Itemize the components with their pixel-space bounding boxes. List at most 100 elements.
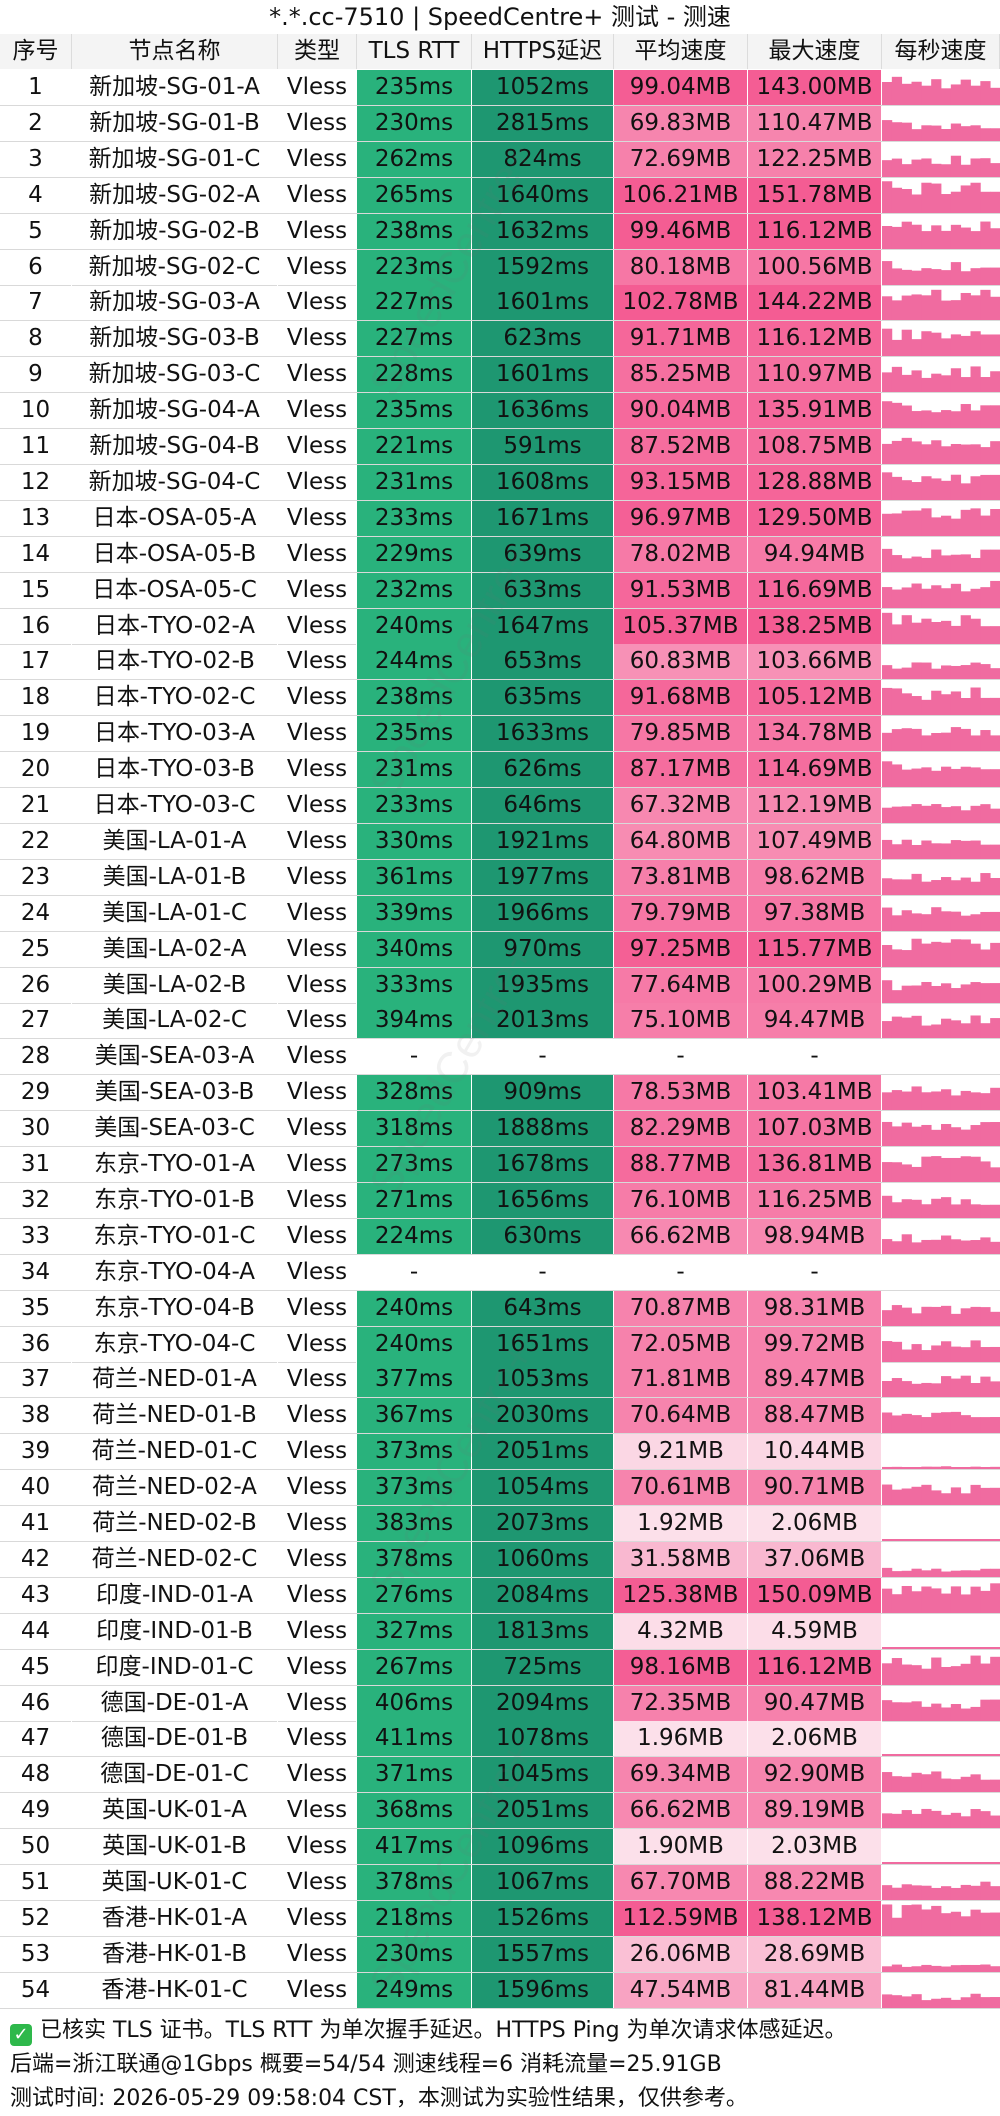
header-tls-rtt[interactable]: TLS RTT <box>357 34 472 69</box>
table-row[interactable]: 41 荷兰-NED-02-B Vless 383ms 2073ms 1.92MB 2.06M… <box>0 1506 1000 1542</box>
sparkline-bar <box>891 554 903 572</box>
sparkline-bar <box>931 183 942 213</box>
table-row[interactable]: 1 新加坡-SG-01-A Vless 235ms 1052ms 99.04MB 143.0… <box>0 70 1000 106</box>
table-row[interactable]: 20 日本-TYO-03-B Vless 231ms 626ms 87.17MB 114.6… <box>0 752 1000 789</box>
table-row[interactable]: 12 新加坡-SG-04-C Vless 231ms 1608ms 93.15MB 128.… <box>0 464 1000 501</box>
sparkline-bar <box>950 191 962 213</box>
sparkline-bar <box>970 476 981 500</box>
row-divider <box>0 1684 1000 1686</box>
header-type[interactable]: 类型 <box>278 34 357 69</box>
table-row[interactable]: 3 新加坡-SG-01-C Vless 262ms 824ms 72.69MB 122.25… <box>0 141 1000 178</box>
row-max-speed: 150.09MB <box>748 1577 882 1613</box>
table-row[interactable]: 10 新加坡-SG-04-A Vless 235ms 1636ms 90.04MB 135.… <box>0 393 1000 430</box>
sparkline-bar <box>990 942 1000 967</box>
header-node-name[interactable]: 节点名称 <box>72 34 278 69</box>
row-max-speed: 135.91MB <box>748 393 882 429</box>
table-row[interactable]: 36 东京-TYO-04-C Vless 240ms 1651ms 72.05MB 99.7… <box>0 1326 1000 1363</box>
table-row[interactable]: 47 德国-DE-01-B Vless 411ms 1078ms 1.96MB 2.06MB <box>0 1721 1000 1758</box>
row-tls-rtt: 330ms <box>357 823 472 859</box>
sparkline-bar <box>950 806 962 823</box>
table-row[interactable]: 45 印度-IND-01-C Vless 267ms 725ms 98.16MB 116.1… <box>0 1649 1000 1686</box>
table-row[interactable]: 38 荷兰-NED-01-B Vless 367ms 2030ms 70.64MB 88.4… <box>0 1398 1000 1435</box>
table-row[interactable]: 7 新加坡-SG-03-A Vless 227ms 1601ms 102.78MB 144.… <box>0 285 1000 322</box>
table-row[interactable]: 26 美国-LA-02-B Vless 333ms 1935ms 77.64MB 100.2… <box>0 967 1000 1004</box>
table-row[interactable]: 35 东京-TYO-04-B Vless 240ms 643ms 70.87MB 98.31… <box>0 1290 1000 1327</box>
table-row[interactable]: 17 日本-TYO-02-B Vless 244ms 653ms 60.83MB 103.6… <box>0 644 1000 681</box>
table-row[interactable]: 50 英国-UK-01-B Vless 417ms 1096ms 1.90MB 2.03MB <box>0 1829 1000 1866</box>
sparkline-bar <box>882 878 893 895</box>
table-row[interactable]: 16 日本-TYO-02-A Vless 240ms 1647ms 105.37MB 138… <box>0 608 1000 645</box>
sparkline-bar <box>941 446 952 464</box>
per-second-sparkline <box>882 1539 1000 1541</box>
row-divider <box>0 248 1000 250</box>
table-row[interactable]: 2 新加坡-SG-01-B Vless 230ms 2815ms 69.83MB 110.4… <box>0 105 1000 142</box>
row-index: 29 <box>0 1075 72 1111</box>
table-row[interactable]: 25 美国-LA-02-A Vless 340ms 970ms 97.25MB 115.77… <box>0 931 1000 968</box>
table-row[interactable]: 40 荷兰-NED-02-A Vless 373ms 1054ms 70.61MB 90.7… <box>0 1470 1000 1507</box>
table-row[interactable]: 29 美国-SEA-03-B Vless 328ms 909ms 78.53MB 103.4… <box>0 1075 1000 1112</box>
table-row[interactable]: 46 德国-DE-01-A Vless 406ms 2094ms 72.35MB 90.47… <box>0 1685 1000 1722</box>
table-row[interactable]: 48 德国-DE-01-C Vless 371ms 1045ms 69.34MB 92.90… <box>0 1757 1000 1794</box>
sparkline-bar <box>990 1241 1000 1254</box>
table-row[interactable]: 44 印度-IND-01-B Vless 327ms 1813ms 4.32MB 4.59M… <box>0 1613 1000 1650</box>
sparkline-bar <box>990 549 1000 572</box>
table-row[interactable]: 32 东京-TYO-01-B Vless 271ms 1656ms 76.10MB 116.… <box>0 1182 1000 1219</box>
table-row[interactable]: 54 香港-HK-01-C Vless 249ms 1596ms 47.54MB 81.44… <box>0 1972 1000 2009</box>
sparkline-bar <box>901 122 912 141</box>
table-row[interactable]: 24 美国-LA-01-C Vless 339ms 1966ms 79.79MB 97.38… <box>0 895 1000 932</box>
sparkline-bar <box>950 1911 962 1936</box>
table-row[interactable]: 39 荷兰-NED-01-C Vless 373ms 2051ms 9.21MB 10.44… <box>0 1434 1000 1471</box>
table-row[interactable]: 28 美国-SEA-03-A Vless - - - - <box>0 1039 1000 1076</box>
row-node-name: 新加坡-SG-04-A <box>72 393 278 429</box>
header-max-speed[interactable]: 最大速度 <box>748 34 882 69</box>
table-row[interactable]: 42 荷兰-NED-02-C Vless 378ms 1060ms 31.58MB 37.0… <box>0 1541 1000 1578</box>
table-row[interactable]: 31 东京-TYO-01-A Vless 273ms 1678ms 88.77MB 136.… <box>0 1147 1000 1183</box>
sparkline-bar <box>931 440 942 464</box>
row-type: Vless <box>278 321 357 357</box>
table-row[interactable]: 37 荷兰-NED-01-A Vless 377ms 1053ms 71.81MB 89.4… <box>0 1362 1000 1399</box>
table-row[interactable]: 23 美国-LA-01-B Vless 361ms 1977ms 73.81MB 98.62… <box>0 859 1000 896</box>
table-row[interactable]: 14 日本-OSA-05-B Vless 229ms 639ms 78.02MB 94.94… <box>0 536 1000 573</box>
row-https-latency: 824ms <box>472 141 614 177</box>
table-row[interactable]: 5 新加坡-SG-02-B Vless 238ms 1632ms 99.46MB 116.1… <box>0 213 1000 250</box>
row-max-speed: 88.47MB <box>748 1398 882 1434</box>
row-type: Vless <box>278 1147 357 1182</box>
table-row[interactable]: 11 新加坡-SG-04-B Vless 221ms 591ms 87.52MB 108.7… <box>0 429 1000 465</box>
sparkline-bar <box>950 474 962 500</box>
table-row[interactable]: 21 日本-TYO-03-C Vless 233ms 646ms 67.32MB 112.1… <box>0 788 1000 824</box>
table-row[interactable]: 22 美国-LA-01-A Vless 330ms 1921ms 64.80MB 107.4… <box>0 823 1000 860</box>
row-avg-speed: 88.77MB <box>614 1147 748 1182</box>
header-https-latency[interactable]: HTTPS延迟 <box>472 34 614 69</box>
table-row[interactable]: 34 东京-TYO-04-A Vless - - - - <box>0 1254 1000 1291</box>
sparkline-bar <box>882 1381 893 1398</box>
table-row[interactable]: 9 新加坡-SG-03-C Vless 228ms 1601ms 85.25MB 110.9… <box>0 357 1000 394</box>
table-row[interactable]: 49 英国-UK-01-A Vless 368ms 2051ms 66.62MB 89.19… <box>0 1793 1000 1830</box>
table-row[interactable]: 43 印度-IND-01-A Vless 276ms 2084ms 125.38MB 150… <box>0 1577 1000 1614</box>
table-row[interactable]: 15 日本-OSA-05-C Vless 232ms 633ms 91.53MB 116.6… <box>0 572 1000 609</box>
table-row[interactable]: 30 美国-SEA-03-C Vless 318ms 1888ms 82.29MB 107.… <box>0 1111 1000 1148</box>
table-row[interactable]: 4 新加坡-SG-02-A Vless 265ms 1640ms 106.21MB 151.… <box>0 177 1000 214</box>
sparkline-bar <box>882 1885 893 1900</box>
sparkline-bar <box>882 1567 893 1577</box>
row-type: Vless <box>278 1218 357 1254</box>
table-row[interactable]: 13 日本-OSA-05-A Vless 233ms 1671ms 96.97MB 129.… <box>0 500 1000 537</box>
table-row[interactable]: 51 英国-UK-01-C Vless 378ms 1067ms 67.70MB 88.22… <box>0 1865 1000 1901</box>
sparkline-bar <box>901 1467 912 1470</box>
header-avg-speed[interactable]: 平均速度 <box>614 34 748 69</box>
table-row[interactable]: 18 日本-TYO-02-C Vless 238ms 635ms 91.68MB 105.1… <box>0 680 1000 717</box>
sparkline-bar <box>911 1467 922 1470</box>
row-divider <box>0 1397 1000 1399</box>
table-row[interactable]: 8 新加坡-SG-03-B Vless 227ms 623ms 91.71MB 116.12… <box>0 321 1000 358</box>
table-row[interactable]: 52 香港-HK-01-A Vless 218ms 1526ms 112.59MB 138.… <box>0 1900 1000 1937</box>
table-row[interactable]: 33 东京-TYO-01-C Vless 224ms 630ms 66.62MB 98.94… <box>0 1218 1000 1255</box>
table-row[interactable]: 6 新加坡-SG-02-C Vless 223ms 1592ms 80.18MB 100.5… <box>0 249 1000 286</box>
table-row[interactable]: 19 日本-TYO-03-A Vless 235ms 1633ms 79.85MB 134.… <box>0 716 1000 753</box>
table-row[interactable]: 27 美国-LA-02-C Vless 394ms 2013ms 75.10MB 94.47… <box>0 1003 1000 1040</box>
row-type: Vless <box>278 967 357 1003</box>
header-index[interactable]: 序号 <box>0 34 72 69</box>
row-https-latency: 2084ms <box>472 1577 614 1613</box>
table-row[interactable]: 53 香港-HK-01-B Vless 230ms 1557ms 26.06MB 28.69… <box>0 1936 1000 1973</box>
row-type: Vless <box>278 285 357 321</box>
sparkline-bar <box>931 584 942 608</box>
header-per-second-speed[interactable]: 每秒速度 <box>882 34 1000 69</box>
